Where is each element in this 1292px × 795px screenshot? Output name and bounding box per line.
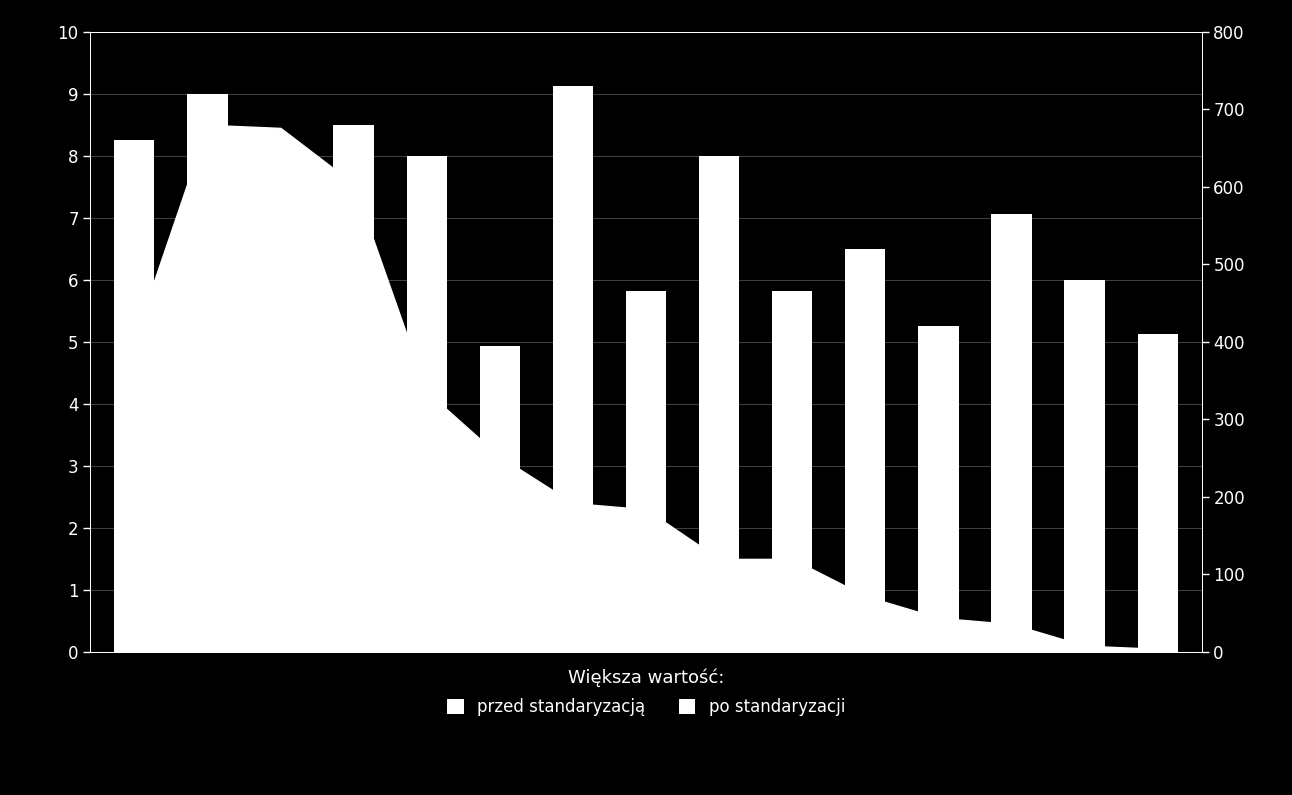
- Bar: [553, 86, 593, 652]
- Bar: [919, 327, 959, 652]
- Bar: [773, 292, 813, 652]
- Bar: [479, 346, 519, 652]
- X-axis label: Większa wartość:: Większa wartość:: [567, 669, 725, 687]
- Bar: [625, 292, 667, 652]
- Bar: [114, 140, 155, 652]
- Bar: [991, 214, 1031, 652]
- Bar: [333, 125, 373, 652]
- Bar: [187, 94, 227, 652]
- Legend: przed standaryzacją, po standaryzacji: przed standaryzacją, po standaryzacji: [439, 689, 853, 724]
- Bar: [699, 156, 739, 652]
- Bar: [845, 249, 885, 652]
- Bar: [261, 214, 301, 652]
- Bar: [1137, 334, 1178, 652]
- Bar: [407, 156, 447, 652]
- Bar: [1065, 280, 1105, 652]
